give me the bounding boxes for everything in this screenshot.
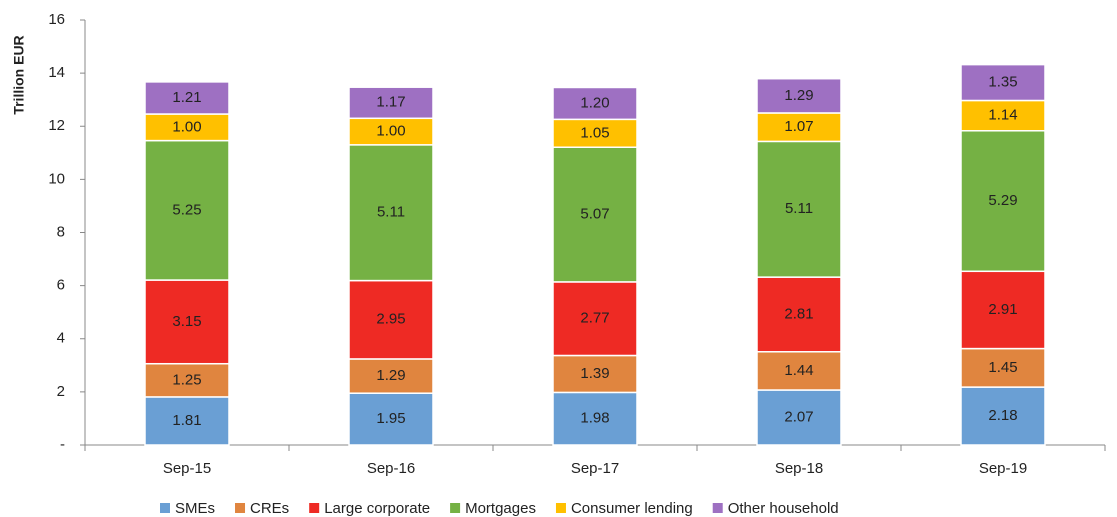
data-label: 5.29: [988, 192, 1017, 209]
legend-label: SMEs: [175, 500, 215, 517]
bar-segment: [960, 270, 1046, 350]
bar-segment: [960, 63, 1046, 102]
data-label: 1.17: [376, 94, 405, 111]
y-tick-label: 8: [57, 223, 65, 240]
data-label: 2.07: [784, 408, 813, 425]
bar-segment: [348, 279, 434, 360]
bar-segment: [552, 146, 638, 283]
data-label: 1.35: [988, 74, 1017, 91]
legend-swatch: [712, 503, 723, 513]
y-tick-label: 2: [57, 383, 65, 400]
legend-label: CREs: [250, 500, 289, 517]
data-label: 3.15: [172, 313, 201, 330]
x-tick-label: Sep-18: [775, 460, 823, 477]
data-label: 1.07: [784, 118, 813, 135]
bar-segment: [756, 276, 842, 353]
bar-segment: [756, 389, 842, 446]
bar-segment: [552, 391, 638, 446]
bar-segment: [348, 86, 434, 120]
data-label: 1.29: [376, 367, 405, 384]
data-label: 1.95: [376, 410, 405, 427]
data-label: 1.81: [172, 412, 201, 429]
data-label: 1.14: [988, 107, 1017, 124]
data-label: 5.25: [172, 201, 201, 218]
data-label: 1.44: [784, 362, 813, 379]
x-tick-label: Sep-15: [163, 460, 211, 477]
data-label: 2.77: [580, 310, 609, 327]
data-label: 1.98: [580, 410, 609, 427]
bar-segment: [552, 118, 638, 148]
bar-segment: [960, 386, 1046, 446]
y-tick-label: 6: [57, 277, 65, 294]
data-label: 2.81: [784, 305, 813, 322]
y-tick-label: 14: [48, 64, 65, 81]
bar-segment: [756, 140, 842, 278]
y-tick-label: -: [60, 436, 65, 453]
bar-segment: [756, 77, 842, 114]
data-label: 1.00: [376, 123, 405, 140]
legend-label: Consumer lending: [571, 500, 693, 517]
legend-swatch: [450, 503, 461, 513]
bar-segment: [144, 113, 230, 142]
y-tick-label: 16: [48, 11, 65, 28]
y-tick-label: 12: [48, 117, 65, 134]
x-tick-label: Sep-16: [367, 460, 415, 477]
x-tick-label: Sep-19: [979, 460, 1027, 477]
y-tick-label: 4: [57, 330, 65, 347]
data-label: 1.05: [580, 124, 609, 141]
legend-label: Mortgages: [465, 500, 536, 517]
y-axis-label: Trillion EUR: [11, 35, 27, 114]
data-label: 1.00: [172, 118, 201, 135]
data-label: 1.45: [988, 359, 1017, 376]
data-label: 5.07: [580, 206, 609, 223]
bar-segment: [552, 354, 638, 394]
x-tick-label: Sep-17: [571, 460, 619, 477]
data-label: 5.11: [377, 204, 405, 221]
data-label: 1.21: [172, 89, 201, 106]
data-label: 2.91: [988, 301, 1017, 318]
legend-swatch: [309, 503, 320, 513]
y-tick-label: 10: [48, 170, 65, 187]
legend-swatch: [235, 503, 246, 513]
bar-segment: [144, 81, 230, 115]
bar-segment: [552, 86, 638, 121]
legend-swatch: [160, 503, 170, 513]
bar-segment: [144, 279, 230, 365]
data-label: 2.18: [988, 407, 1017, 424]
bar-segment: [144, 139, 230, 281]
bar-segment: [144, 362, 230, 398]
legend-swatch: [555, 503, 566, 513]
data-label: 1.29: [784, 87, 813, 104]
bar-segment: [348, 144, 434, 282]
data-label: 1.39: [580, 365, 609, 382]
legend-label: Large corporate: [324, 500, 430, 517]
bar-segment: [756, 112, 842, 143]
data-label: 1.20: [580, 94, 609, 111]
data-label: 5.11: [785, 200, 813, 217]
legend-label: Other household: [728, 500, 839, 517]
bar-segment: [552, 281, 638, 357]
data-label: 1.25: [172, 371, 201, 388]
bar-segment: [348, 358, 434, 394]
data-label: 2.95: [376, 311, 405, 328]
bar-segment: [144, 396, 230, 446]
